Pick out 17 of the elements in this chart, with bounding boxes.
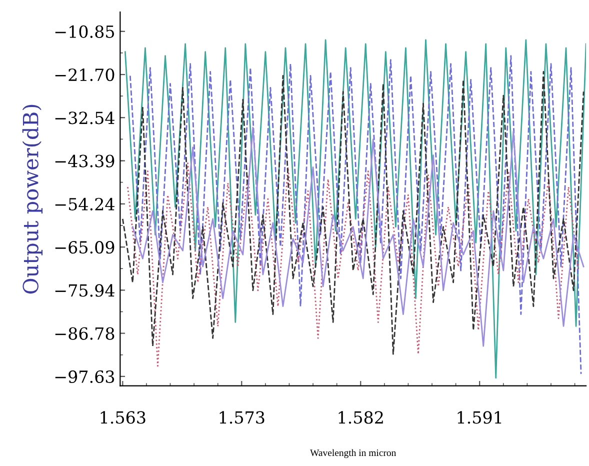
x-tick-label: 1.582 [338,411,383,424]
line-series [132,126,584,347]
y-tick-label: −32.54 [55,112,114,124]
y-axis-title: Output power(dB) [22,104,43,294]
x-tick-label: 1.563 [100,411,146,424]
y-tick-label: −21.70 [55,68,114,82]
y-tick-label: −54.24 [55,198,114,210]
x-tick-label: 1.573 [220,411,264,424]
y-tick-label: −10.85 [55,25,114,38]
y-tick-label: −65.09 [55,241,114,254]
x-tick-label: 1.591 [458,411,502,424]
y-tick-label: −75.94 [55,284,114,297]
y-tick-label: −97.63 [55,370,114,383]
line-series [126,162,580,367]
x-axis-title: Wavelength in micron [310,449,396,458]
y-tick-label: −43.39 [55,154,114,168]
y-tick-label: −86.78 [55,327,114,340]
